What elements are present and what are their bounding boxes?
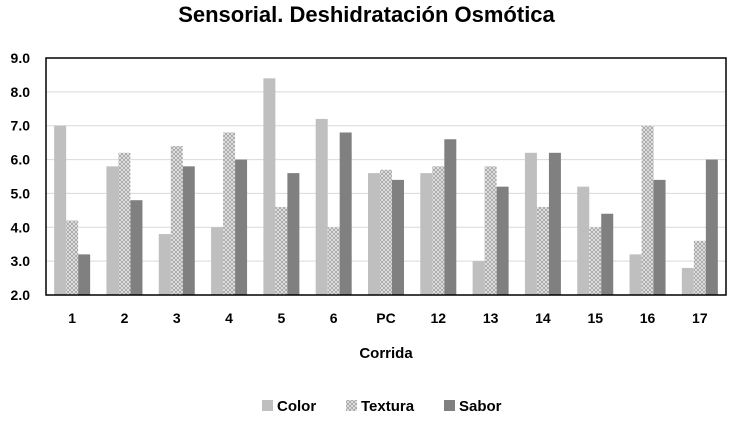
bar-sabor-12 (444, 139, 457, 295)
y-tick-label: 7.0 (11, 118, 31, 134)
legend: Color Textura Sabor (262, 398, 502, 415)
bar-textura-14 (536, 206, 549, 295)
x-tick-label: 4 (225, 310, 233, 326)
bar-color-16 (629, 254, 642, 295)
bar-sabor-17 (705, 159, 718, 295)
bar-textura-17 (693, 240, 706, 295)
plot-area-border (45, 57, 727, 296)
chart-title: Sensorial. Deshidratación Osmótica (178, 2, 555, 27)
legend-label-sabor: Sabor (459, 398, 502, 415)
y-tick-label: 8.0 (11, 84, 31, 100)
bar-color-12 (420, 173, 433, 295)
legend-swatch-textura (346, 400, 357, 411)
y-tick-label: 6.0 (11, 152, 31, 168)
y-tick-label: 9.0 (11, 50, 31, 66)
x-tick-label: 1 (68, 310, 76, 326)
bar-textura-4 (223, 132, 236, 295)
bar-textura-6 (327, 227, 340, 295)
bar-color-3 (158, 234, 171, 295)
bar-color-PC (368, 173, 380, 295)
bar-color-14 (524, 152, 537, 295)
x-tick-label: 16 (640, 310, 656, 326)
bar-sabor-14 (548, 152, 561, 295)
bar-sabor-16 (653, 179, 666, 295)
bar-sabor-13 (496, 186, 509, 295)
bar-sabor-15 (601, 213, 614, 295)
bar-textura-PC (380, 169, 392, 295)
bar-color-6 (315, 118, 328, 295)
bar-color-13 (472, 261, 485, 295)
bar-sabor-PC (392, 179, 404, 295)
x-tick-label: 2 (121, 310, 129, 326)
bar-sabor-4 (235, 159, 248, 295)
bar-color-2 (106, 166, 119, 295)
y-tick-label: 4.0 (11, 219, 31, 235)
x-tick-label: 6 (330, 310, 338, 326)
x-axis-title: Corrida (359, 345, 413, 362)
bar-textura-1 (66, 220, 79, 295)
x-tick-label: 13 (483, 310, 499, 326)
bar-sabor-5 (287, 173, 300, 295)
x-tick-label: PC (376, 310, 395, 326)
bar-textura-13 (484, 166, 497, 295)
bars (54, 78, 718, 295)
bar-color-1 (54, 125, 67, 295)
x-tick-label: 3 (173, 310, 181, 326)
legend-label-color: Color (277, 398, 316, 415)
legend-label-textura: Textura (361, 398, 415, 415)
bar-color-17 (681, 267, 694, 295)
axes: 2.03.04.05.06.07.08.09.01 2 3 4 5 6 PC 12 13 14 15… (11, 50, 727, 362)
legend-swatch-sabor (444, 400, 455, 411)
bar-textura-15 (589, 227, 602, 295)
bar-sabor-3 (182, 166, 195, 295)
bar-color-4 (211, 227, 224, 295)
bar-textura-16 (641, 125, 654, 295)
x-tick-label: 15 (587, 310, 603, 326)
bar-color-15 (577, 186, 590, 295)
y-tick-label: 3.0 (11, 253, 31, 269)
bar-textura-3 (170, 146, 183, 295)
x-tick-label: 14 (535, 310, 551, 326)
bar-sabor-2 (130, 200, 143, 295)
legend-swatch-color (262, 400, 273, 411)
bar-textura-5 (275, 206, 288, 295)
x-tick-label: 12 (431, 310, 447, 326)
bar-color-5 (263, 78, 276, 295)
x-tick-label: 5 (277, 310, 285, 326)
bar-textura-2 (118, 152, 131, 295)
x-tick-label: 17 (692, 310, 708, 326)
bar-textura-12 (432, 166, 445, 295)
bar-sabor-6 (339, 132, 352, 295)
y-tick-label: 2.0 (11, 287, 31, 303)
y-tick-label: 5.0 (11, 185, 31, 201)
bar-sabor-1 (78, 254, 91, 295)
